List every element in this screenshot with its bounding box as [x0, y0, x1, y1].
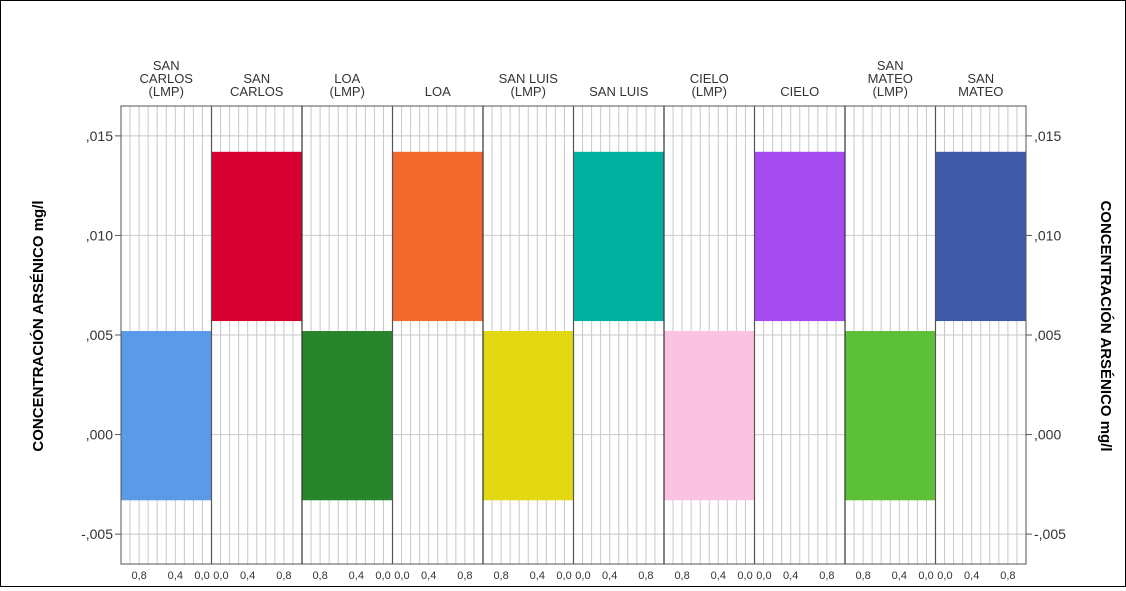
- x-tick-label: 0,0: [756, 570, 771, 582]
- x-tick-label: 0,4: [349, 570, 364, 582]
- x-tick-label: 0,0: [394, 570, 409, 582]
- x-tick-label: 0,0: [213, 570, 228, 582]
- x-tick-label: 0,8: [674, 570, 689, 582]
- y-axis-title-right: CONCENTRACIÓN ARSÉNICO mg/l: [1097, 200, 1115, 451]
- bar-4: [483, 331, 574, 501]
- panel-title-0: SAN CARLOS (LMP): [140, 58, 194, 99]
- x-tick-label: 0,0: [737, 570, 752, 582]
- x-tick-label: 0,8: [457, 570, 472, 582]
- x-tick-label: 0,4: [168, 570, 183, 582]
- x-tick-label: 0,4: [530, 570, 545, 582]
- x-tick-label: 0,4: [421, 570, 436, 582]
- panel-title-4: SAN LUIS (LMP): [499, 71, 559, 99]
- bar-8: [845, 331, 936, 501]
- x-tick-label: 0,0: [556, 570, 571, 582]
- panel-title-7: CIELO: [780, 84, 819, 99]
- y-tick-label-left: ,010: [86, 227, 113, 243]
- y-tick-label-left: ,005: [86, 327, 113, 343]
- x-tick-label: 0,4: [783, 570, 798, 582]
- y-axis-title-left: CONCENTRACIÓN ARSÉNICO mg/l: [29, 200, 47, 451]
- bar-9: [935, 151, 1026, 322]
- x-tick-label: 0,0: [375, 570, 390, 582]
- x-tick-label: 0,4: [892, 570, 907, 582]
- x-tick-label: 0,0: [937, 570, 952, 582]
- x-tick-label: 0,4: [240, 570, 255, 582]
- x-tick-label: 0,4: [602, 570, 617, 582]
- bar-7: [754, 151, 845, 322]
- y-tick-label-left: ,015: [86, 128, 113, 144]
- panel-title-9: SAN MATEO: [958, 71, 1003, 99]
- y-tick-label-right: ,010: [1034, 227, 1061, 243]
- x-tick-label: 0,8: [638, 570, 653, 582]
- label-layer: ,015 ,015 ,010 ,010 ,005 ,005 ,000 ,000 -,005 -,0…: [81, 58, 1066, 582]
- panel-title-5: SAN LUIS: [589, 84, 649, 99]
- x-tick-label: 0,8: [276, 570, 291, 582]
- bar-0: [121, 331, 212, 501]
- panel-title-1: SAN CARLOS: [230, 71, 284, 99]
- panel-title-8: SAN MATEO (LMP): [868, 58, 913, 99]
- x-tick-label: 0,8: [855, 570, 870, 582]
- bar-layer: [121, 151, 1026, 501]
- bar-5: [573, 151, 664, 322]
- x-tick-label: 0,0: [194, 570, 209, 582]
- panel-title-3: LOA: [425, 84, 451, 99]
- panel-title-2: LOA (LMP): [330, 71, 365, 99]
- y-tick-label-right: ,005: [1034, 327, 1061, 343]
- x-tick-label: 0,8: [819, 570, 834, 582]
- x-tick-label: 0,0: [918, 570, 933, 582]
- panel-title-6: CIELO (LMP): [690, 71, 729, 99]
- x-tick-label: 0,0: [575, 570, 590, 582]
- x-tick-label: 0,8: [1000, 570, 1015, 582]
- x-tick-label: 0,4: [964, 570, 979, 582]
- x-tick-label: 0,8: [131, 570, 146, 582]
- bar-2: [302, 331, 393, 501]
- x-tick-label: 0,8: [312, 570, 327, 582]
- bar-3: [392, 151, 483, 322]
- y-tick-label-right: ,000: [1034, 427, 1061, 443]
- y-tick-label-right: -,005: [1034, 526, 1066, 542]
- y-tick-label-left: ,000: [86, 427, 113, 443]
- frame-layer: [115, 105, 1032, 565]
- bar-1: [211, 151, 302, 322]
- bar-6: [664, 331, 755, 501]
- y-tick-label-right: ,015: [1034, 128, 1061, 144]
- y-tick-label-left: -,005: [81, 526, 113, 542]
- x-tick-label: 0,8: [493, 570, 508, 582]
- x-tick-label: 0,4: [711, 570, 726, 582]
